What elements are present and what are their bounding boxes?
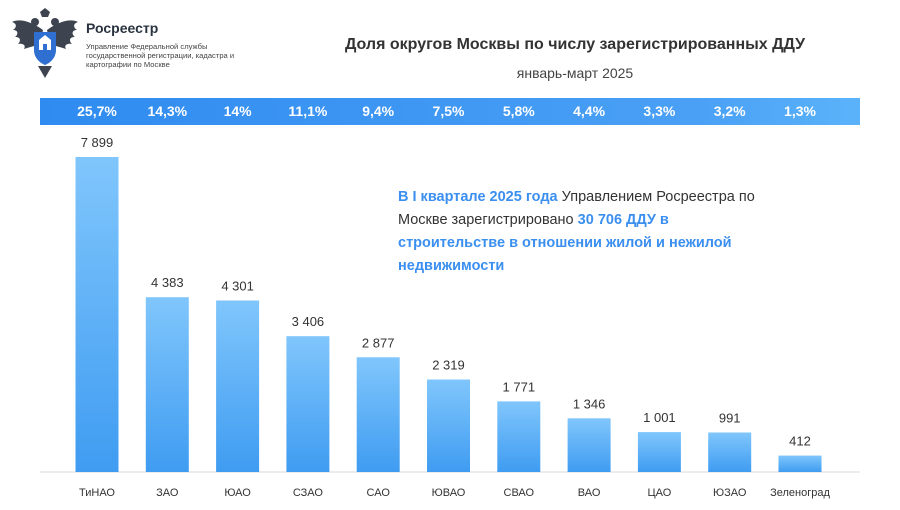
value-label: 2 877 [362, 335, 395, 350]
double-headed-eagle-emblem-icon [12, 8, 78, 78]
note-highlight-period: В I квартале 2025 года [398, 189, 558, 205]
category-label: Зеленоград [770, 487, 830, 499]
category-label: ЮЗАО [713, 487, 747, 499]
value-label: 1 771 [503, 379, 536, 394]
value-label: 1 001 [643, 410, 676, 425]
bar-ЮВАО [427, 379, 470, 472]
brand-name: Росреестр [86, 20, 159, 36]
share-label: 3,2% [713, 103, 746, 119]
value-label: 1 346 [573, 396, 606, 411]
value-label: 4 301 [221, 278, 254, 293]
bar-СЗАО [286, 336, 330, 472]
bar-ЮЗАО [708, 432, 752, 472]
category-label: СВАО [504, 487, 535, 499]
category-label: ЗАО [156, 487, 179, 499]
share-label: 9,4% [362, 103, 395, 119]
value-label: 2 319 [432, 358, 465, 373]
value-label: 991 [719, 410, 741, 425]
category-label: ЦАО [648, 487, 672, 499]
share-label: 1,3% [784, 103, 816, 119]
logo: Росреестр Управление Федеральной службы … [10, 8, 240, 82]
chart-subtitle: январь-март 2025 [516, 65, 634, 81]
bar-ЦАО [637, 432, 681, 472]
bar-ТиНАО [75, 157, 119, 472]
value-label: 3 406 [292, 314, 325, 329]
bar-САО [356, 357, 400, 472]
share-label: 14,3% [147, 103, 188, 119]
bar-ЗАО [145, 297, 189, 472]
share-label: 11,1% [288, 103, 328, 119]
value-label: 7 899 [81, 135, 114, 150]
chart-title: Доля округов Москвы по числу зарегистрир… [344, 36, 806, 53]
share-label: 25,7% [77, 103, 117, 119]
category-label: САО [367, 487, 391, 499]
note-highlight-count: 30 706 ДДУ в строительстве в отношении ж… [398, 212, 732, 274]
share-band [40, 98, 860, 125]
category-label: ВАО [578, 487, 601, 499]
share-label: 5,8% [502, 103, 535, 119]
share-label: 14% [223, 103, 252, 119]
share-label: 7,5% [432, 103, 465, 119]
brand-subtitle: Управление Федеральной службы государств… [86, 42, 235, 69]
note-body: Управлением Росреестра по Москве зарегис… [398, 189, 755, 228]
category-label: ЮВАО [432, 487, 466, 499]
category-label: ТиНАО [79, 487, 115, 499]
category-label: ЮАО [224, 487, 251, 499]
bar-ЮАО [216, 300, 260, 472]
value-label: 412 [789, 434, 811, 449]
value-label: 4 383 [151, 275, 184, 290]
bar-ВАО [567, 418, 611, 472]
category-label: СЗАО [293, 487, 324, 499]
share-label: 4,4% [573, 103, 606, 119]
bar-СВАО [497, 401, 541, 472]
summary-note: В I квартале 2025 года Управлением Росре… [398, 186, 778, 278]
share-label: 3,3% [643, 103, 676, 119]
bar-Зеленоград [778, 455, 822, 472]
